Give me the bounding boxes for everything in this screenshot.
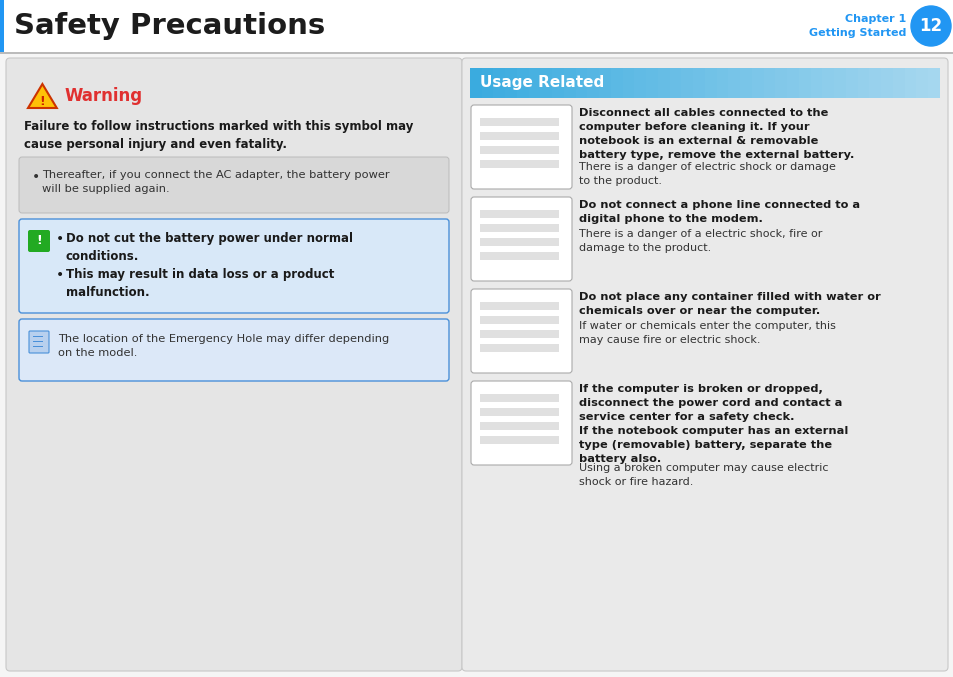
Text: Do not connect a phone line connected to a
digital phone to the modem.: Do not connect a phone line connected to… [578,200,860,224]
Bar [892,68,904,98]
Bar [857,68,869,98]
Bar [916,68,928,98]
Bar [479,146,558,154]
Bar [479,118,558,126]
Bar [610,68,622,98]
Text: Getting Started: Getting Started [808,28,905,38]
Bar [479,408,558,416]
Text: There is a danger of a electric shock, fire or
damage to the product.: There is a danger of a electric shock, f… [578,229,821,253]
Bar [622,68,635,98]
Bar [470,68,482,98]
Bar [479,344,558,352]
Bar [658,68,670,98]
Text: Warning: Warning [65,87,143,105]
Bar [810,68,822,98]
Text: •: • [32,170,40,184]
Bar [903,68,916,98]
Text: Do not cut the battery power under normal
conditions.: Do not cut the battery power under norma… [66,232,353,263]
Bar [751,68,763,98]
Bar [634,68,646,98]
Bar [0,52,953,53]
FancyBboxPatch shape [19,219,449,313]
Bar [0,0,4,52]
Bar [598,68,611,98]
Bar [552,68,564,98]
Bar [881,68,893,98]
Text: •: • [56,232,64,246]
Bar [33,336,43,337]
Bar [505,68,517,98]
Bar [775,68,787,98]
Bar [33,341,43,342]
Bar [479,436,558,444]
Bar [479,302,558,310]
FancyBboxPatch shape [471,381,572,465]
Bar [479,394,558,402]
Bar [645,68,658,98]
FancyBboxPatch shape [461,58,947,671]
Text: If water or chemicals enter the computer, this
may cause fire or electric shock.: If water or chemicals enter the computer… [578,321,835,345]
Bar [821,68,834,98]
Text: Failure to follow instructions marked with this symbol may
cause personal injury: Failure to follow instructions marked wi… [24,120,413,151]
Text: Thereafter, if you connect the AC adapter, the battery power
will be supplied ag: Thereafter, if you connect the AC adapte… [42,170,389,194]
Bar [493,68,505,98]
Bar [479,210,558,218]
Bar [927,68,940,98]
Text: This may result in data loss or a product
malfunction.: This may result in data loss or a produc… [66,268,334,299]
Text: If the computer is broken or dropped,
disconnect the power cord and contact a
se: If the computer is broken or dropped, di… [578,384,847,464]
Bar [833,68,845,98]
Text: Chapter 1: Chapter 1 [843,14,905,24]
Bar [669,68,681,98]
Text: !: ! [36,234,42,248]
FancyBboxPatch shape [19,157,449,213]
Bar [576,68,587,98]
Bar [479,330,558,338]
Bar [704,68,717,98]
Bar [517,68,529,98]
Bar [728,68,740,98]
Bar [479,160,558,168]
Bar [479,238,558,246]
FancyBboxPatch shape [29,331,49,353]
Bar [479,422,558,430]
Bar [479,132,558,140]
Text: Disconnect all cables connected to the
computer before cleaning it. If your
note: Disconnect all cables connected to the c… [578,108,854,160]
Bar [0,0,953,52]
FancyBboxPatch shape [471,197,572,281]
Text: Using a broken computer may cause electric
shock or fire hazard.: Using a broken computer may cause electr… [578,463,827,487]
Text: 12: 12 [919,17,942,35]
Bar [799,68,810,98]
Text: •: • [56,268,64,282]
Bar [763,68,775,98]
Bar [716,68,728,98]
Bar [786,68,799,98]
Bar [740,68,752,98]
Bar [680,68,693,98]
Polygon shape [28,84,57,108]
Bar [481,68,494,98]
FancyBboxPatch shape [471,289,572,373]
FancyBboxPatch shape [6,58,461,671]
Bar [479,224,558,232]
Bar [33,346,43,347]
Text: !: ! [39,95,45,108]
Text: Do not place any container filled with water or
chemicals over or near the compu: Do not place any container filled with w… [578,292,880,316]
FancyBboxPatch shape [19,319,449,381]
Bar [528,68,540,98]
Bar [693,68,705,98]
Bar [868,68,881,98]
Text: There is a danger of electric shock or damage
to the product.: There is a danger of electric shock or d… [578,162,835,186]
Circle shape [910,6,950,46]
Bar [563,68,576,98]
Bar [845,68,858,98]
Bar [479,316,558,324]
Text: Safety Precautions: Safety Precautions [14,12,325,40]
Text: The location of the Emergency Hole may differ depending
on the model.: The location of the Emergency Hole may d… [58,334,389,358]
Bar [540,68,552,98]
Bar [587,68,599,98]
Bar [479,252,558,260]
FancyBboxPatch shape [471,105,572,189]
Text: Usage Related: Usage Related [479,76,603,91]
FancyBboxPatch shape [28,230,50,252]
